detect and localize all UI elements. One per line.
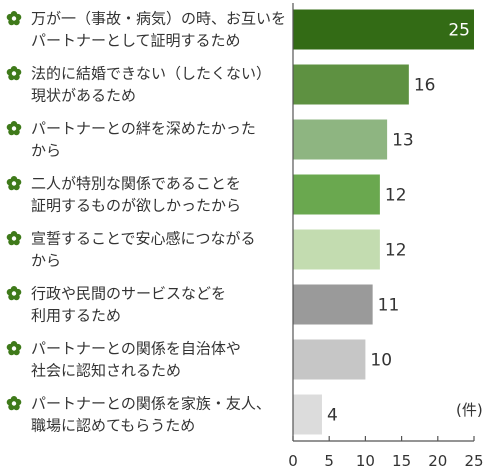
category-label: 職場に認めてもらうため <box>31 417 195 435</box>
category-label: から <box>31 142 61 160</box>
flower-icon <box>6 11 22 26</box>
bar <box>293 394 322 435</box>
x-tick-label: 10 <box>356 452 375 470</box>
x-tick-label: 5 <box>324 452 334 470</box>
category-label: 証明するものが欲しかったから <box>31 197 241 215</box>
value-label: 16 <box>414 76 436 96</box>
category-label: 行政や民間のサービスなどを <box>31 285 226 303</box>
unit-label: (件) <box>456 401 483 419</box>
category-label: 法的に結婚できない（したくない） <box>31 65 271 83</box>
category-label: 万が一（事故・病気）の時、お互いを <box>31 10 286 28</box>
category-label: 二人が特別な関係であることを <box>31 175 241 193</box>
bar <box>293 284 373 325</box>
bar <box>293 64 409 105</box>
value-label: 4 <box>327 406 338 426</box>
value-label: 12 <box>385 241 407 261</box>
category-label: パートナーとの絆を深めたかった <box>31 120 256 138</box>
category-label: パートナーとして証明するため <box>31 32 241 50</box>
flower-icon <box>6 396 22 411</box>
bar <box>293 174 380 215</box>
value-label: 25 <box>448 21 470 41</box>
x-tick-label: 0 <box>288 452 298 470</box>
category-label: パートナーとの関係を自治体や <box>31 340 241 358</box>
category-label: 宣誓することで安心感につながる <box>31 230 256 248</box>
x-tick-label: 25 <box>464 452 483 470</box>
bar <box>293 229 380 270</box>
category-label: から <box>31 252 61 270</box>
value-label: 11 <box>378 296 400 316</box>
bars <box>293 9 474 435</box>
x-axis: 0 5 10 15 20 25 <box>288 3 484 470</box>
value-labels: 25 16 13 12 12 11 10 4 <box>327 21 470 426</box>
category-label: パートナーとの関係を家族・友人、 <box>31 395 271 413</box>
category-labels: 万が一（事故・病気）の時、お互いをパートナーとして証明するため法的に結婚できない… <box>6 10 286 435</box>
x-tick-label: 15 <box>392 452 411 470</box>
bar <box>293 339 366 380</box>
x-tick-label: 20 <box>428 452 447 470</box>
value-label: 13 <box>392 131 414 151</box>
category-label: 社会に認知されるため <box>31 362 181 380</box>
value-label: 10 <box>370 351 392 371</box>
flower-icon <box>6 121 22 136</box>
bar <box>293 9 474 50</box>
flower-icon <box>6 341 22 356</box>
value-label: 12 <box>385 186 407 206</box>
flower-icon <box>6 176 22 191</box>
flower-icon <box>6 66 22 81</box>
flower-icon <box>6 231 22 246</box>
flower-icon <box>6 286 22 301</box>
bar <box>293 119 388 160</box>
category-label: 利用するため <box>31 307 121 325</box>
category-label: 現状があるため <box>31 87 136 105</box>
